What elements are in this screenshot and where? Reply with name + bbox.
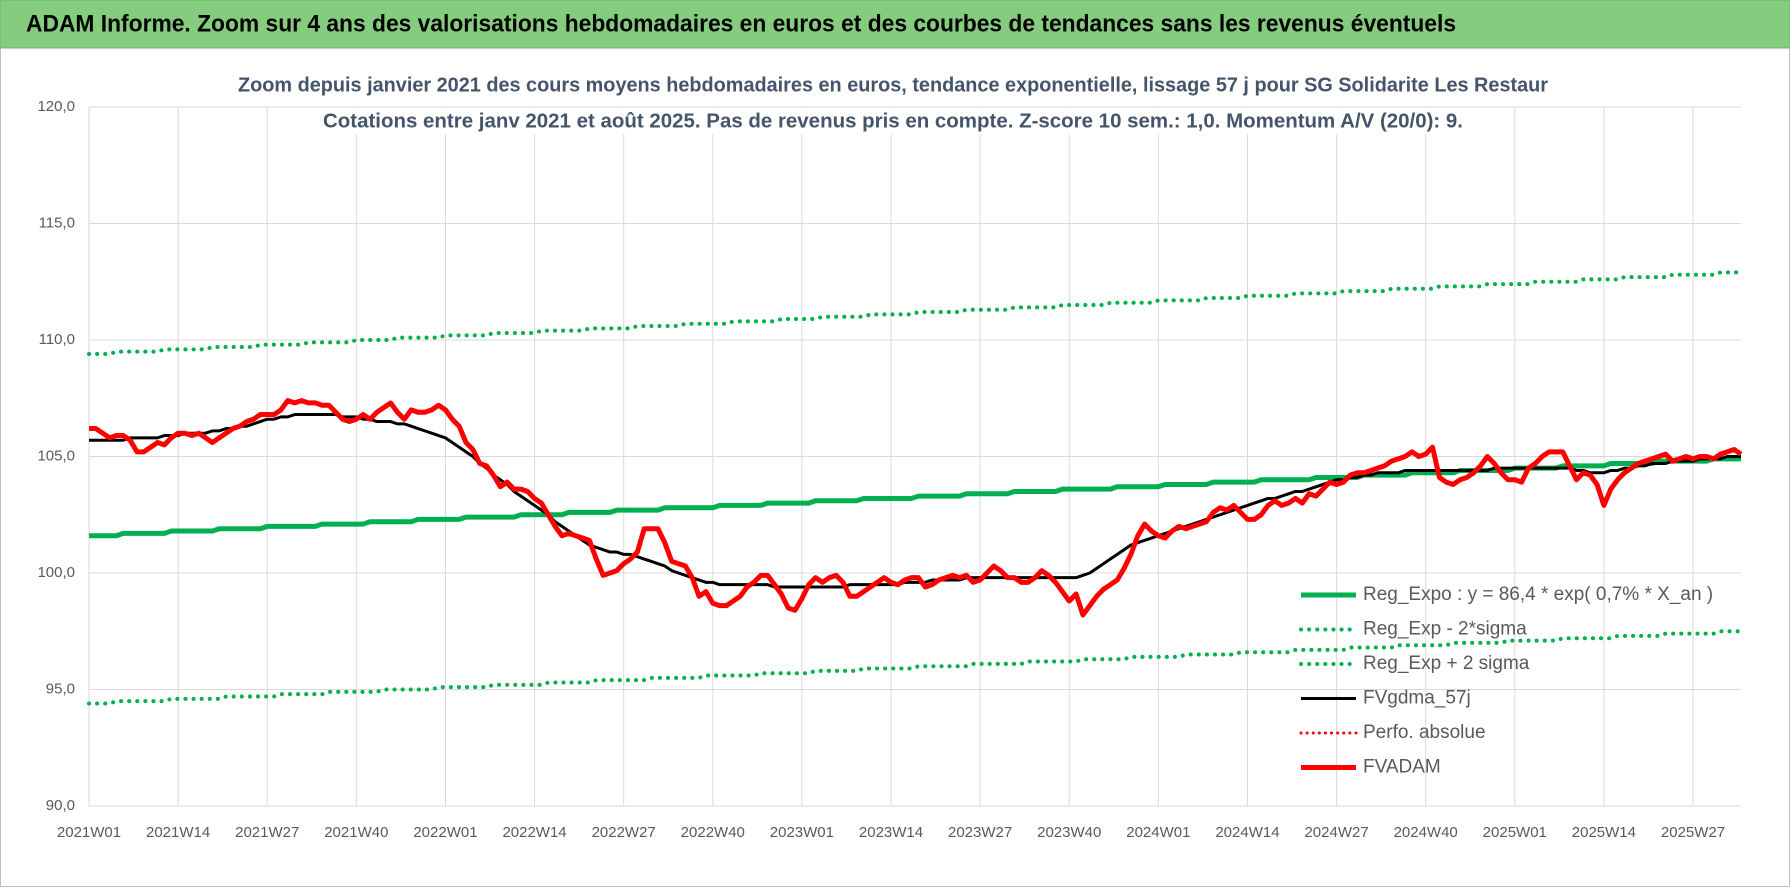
x-tick-label: 2022W40 xyxy=(681,824,745,841)
y-tick-label: 105,0 xyxy=(37,447,75,464)
x-tick-label: 2023W27 xyxy=(948,824,1012,841)
legend-label: Reg_Exp - 2*sigma xyxy=(1363,619,1527,640)
banner-title: ADAM Informe. Zoom sur 4 ans des valoris… xyxy=(26,10,1456,37)
y-tick-label: 95,0 xyxy=(46,680,75,697)
y-tick-label: 100,0 xyxy=(37,564,75,581)
title-background xyxy=(315,108,1471,135)
x-tick-label: 2023W01 xyxy=(770,824,834,841)
x-tick-label: 2021W01 xyxy=(57,824,121,841)
x-tick-label: 2024W40 xyxy=(1394,824,1458,841)
x-tick-label: 2021W27 xyxy=(235,824,299,841)
series-line xyxy=(87,270,1743,356)
x-tick-label: 2025W27 xyxy=(1661,824,1725,841)
legend-label: Reg_Exp + 2 sigma xyxy=(1363,653,1530,674)
x-tick-label: 2023W40 xyxy=(1037,824,1101,841)
y-tick-label: 110,0 xyxy=(39,331,75,348)
legend-label: Reg_Expo : y = 86,4 * exp( 0,7% * X_an ) xyxy=(1363,584,1713,605)
x-tick-label: 2022W01 xyxy=(413,824,477,841)
x-tick-label: 2022W14 xyxy=(502,824,566,841)
title-background xyxy=(230,72,1557,99)
titles: Zoom depuis janvier 2021 des cours moyen… xyxy=(230,72,1557,135)
y-tick-label: 120,0 xyxy=(37,98,75,115)
x-tick-label: 2021W14 xyxy=(146,824,210,841)
legend-label: FVgdma_57j xyxy=(1363,688,1471,709)
series-line xyxy=(89,398,1743,618)
x-tick-label: 2024W14 xyxy=(1215,824,1279,841)
chart-subtitle: Cotations entre janv 2021 et août 2025. … xyxy=(323,110,1463,132)
plot xyxy=(87,270,1743,706)
y-tick-label: 115,0 xyxy=(39,214,75,231)
banner xyxy=(0,0,1790,49)
grid: 90,0 95,0 100,0 105,0 110,0 115,0 120,0 2021W01… xyxy=(37,98,1741,841)
series-line xyxy=(89,413,1741,589)
y-tick-label: 90,0 xyxy=(46,797,75,814)
legend-label: FVADAM xyxy=(1363,757,1441,778)
legend-label: Perfo. absolue xyxy=(1363,722,1486,743)
x-tick-label: 2023W14 xyxy=(859,824,923,841)
chart-title: Zoom depuis janvier 2021 des cours moyen… xyxy=(238,74,1548,96)
x-tick-label: 2025W14 xyxy=(1572,824,1636,841)
legend: Reg_Expo : y = 86,4 * exp( 0,7% * X_an )… xyxy=(1299,584,1713,778)
x-tick-label: 2024W01 xyxy=(1126,824,1190,841)
x-tick-label: 2024W27 xyxy=(1304,824,1368,841)
x-tick-label: 2022W27 xyxy=(592,824,656,841)
x-tick-label: 2025W01 xyxy=(1483,824,1547,841)
series-line xyxy=(87,629,1743,706)
x-tick-label: 2021W40 xyxy=(324,824,388,841)
